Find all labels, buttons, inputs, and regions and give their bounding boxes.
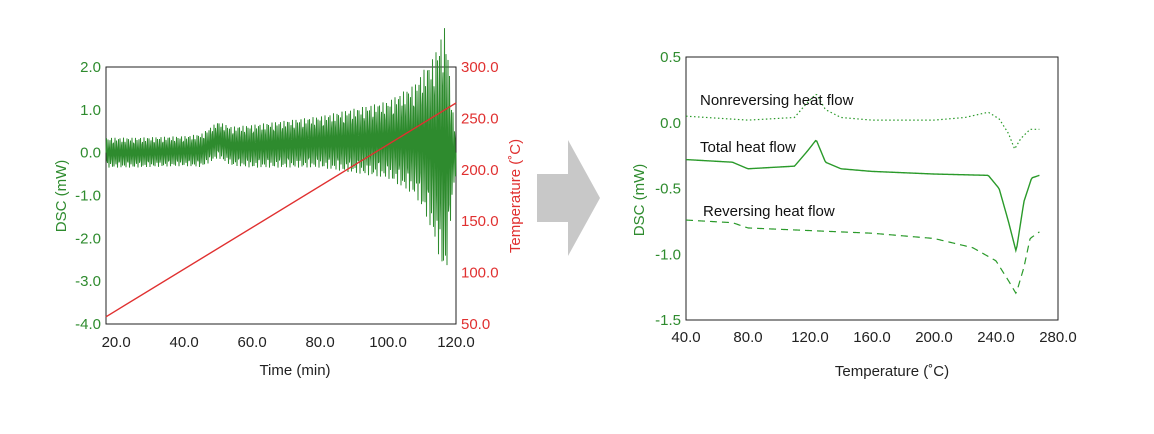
left-y2-tick-label: 250.0 [461, 110, 499, 127]
right-x-ticks: 40.0 80.0 120.0 160.0 200.0 240.0 280.0 [671, 329, 1076, 346]
left-y-tick-label: -2.0 [75, 230, 101, 247]
left-y2-axis-label: Temperature (˚C) [507, 139, 524, 253]
left-x-tick-label: 80.0 [305, 334, 334, 351]
left-y-tick-label: 2.0 [80, 59, 101, 76]
right-y-tick-label: -1.0 [655, 246, 681, 263]
left-y2-tick-label: 150.0 [461, 213, 499, 230]
right-x-tick-label: 240.0 [977, 329, 1015, 346]
series-dsc-modulated [105, 28, 457, 266]
annotation-nonreversing: Nonreversing heat flow [700, 92, 854, 109]
left-x-ticks: 20.0 40.0 60.0 80.0 100.0 120.0 [102, 334, 475, 351]
left-y-ticks: 2.0 1.0 0.0 -1.0 -2.0 -3.0 -4.0 [75, 59, 101, 333]
right-x-tick-label: 120.0 [791, 329, 829, 346]
left-chart: 20.0 40.0 60.0 80.0 100.0 120.0 2.0 1.0 0.0 -1.0… [53, 28, 524, 379]
right-plot-area [685, 56, 1059, 321]
right-chart: 40.0 80.0 120.0 160.0 200.0 240.0 280.0 0.5 0.0… [631, 49, 1077, 380]
left-y-tick-label: -3.0 [75, 273, 101, 290]
right-y-tick-label: -0.5 [655, 181, 681, 198]
left-y2-tick-label: 200.0 [461, 162, 499, 179]
left-y2-ticks: 300.0 250.0 200.0 150.0 100.0 50.0 [461, 59, 499, 333]
left-y-axis-label: DSC (mW) [53, 160, 70, 232]
left-x-tick-label: 120.0 [437, 334, 475, 351]
left-x-tick-label: 100.0 [369, 334, 407, 351]
series-total [685, 139, 1040, 254]
left-y-tick-label: -4.0 [75, 316, 101, 333]
right-x-tick-label: 80.0 [733, 329, 762, 346]
right-x-axis-label: Temperature (˚C) [835, 363, 949, 380]
right-plot-lines [685, 93, 1040, 295]
right-y-tick-label: 0.0 [660, 115, 681, 132]
right-x-tick-label: 280.0 [1039, 329, 1077, 346]
left-y2-tick-label: 50.0 [461, 316, 490, 333]
left-x-axis-label: Time (min) [259, 362, 330, 379]
left-plot-lines [105, 28, 457, 318]
right-y-tick-label: -1.5 [655, 312, 681, 329]
series-temperature [105, 102, 457, 318]
left-y-tick-label: 0.0 [80, 145, 101, 162]
series-nonreversing [685, 93, 1040, 151]
annotation-total: Total heat flow [700, 139, 796, 156]
left-y-tick-label: -1.0 [75, 188, 101, 205]
right-y-axis-label: DSC (mW) [631, 164, 648, 236]
left-x-tick-label: 40.0 [170, 334, 199, 351]
annotation-reversing: Reversing heat flow [703, 203, 835, 220]
right-y-tick-label: 0.5 [660, 49, 681, 66]
left-y2-tick-label: 100.0 [461, 265, 499, 282]
left-x-tick-label: 60.0 [238, 334, 267, 351]
right-x-tick-label: 160.0 [853, 329, 891, 346]
right-x-tick-label: 200.0 [915, 329, 953, 346]
left-x-tick-label: 20.0 [102, 334, 131, 351]
right-y-ticks: 0.5 0.0 -0.5 -1.0 -1.5 [655, 49, 681, 329]
arrow-right-icon [537, 140, 600, 256]
left-y2-tick-label: 300.0 [461, 59, 499, 76]
right-x-tick-label: 40.0 [671, 329, 700, 346]
left-y-tick-label: 1.0 [80, 102, 101, 119]
